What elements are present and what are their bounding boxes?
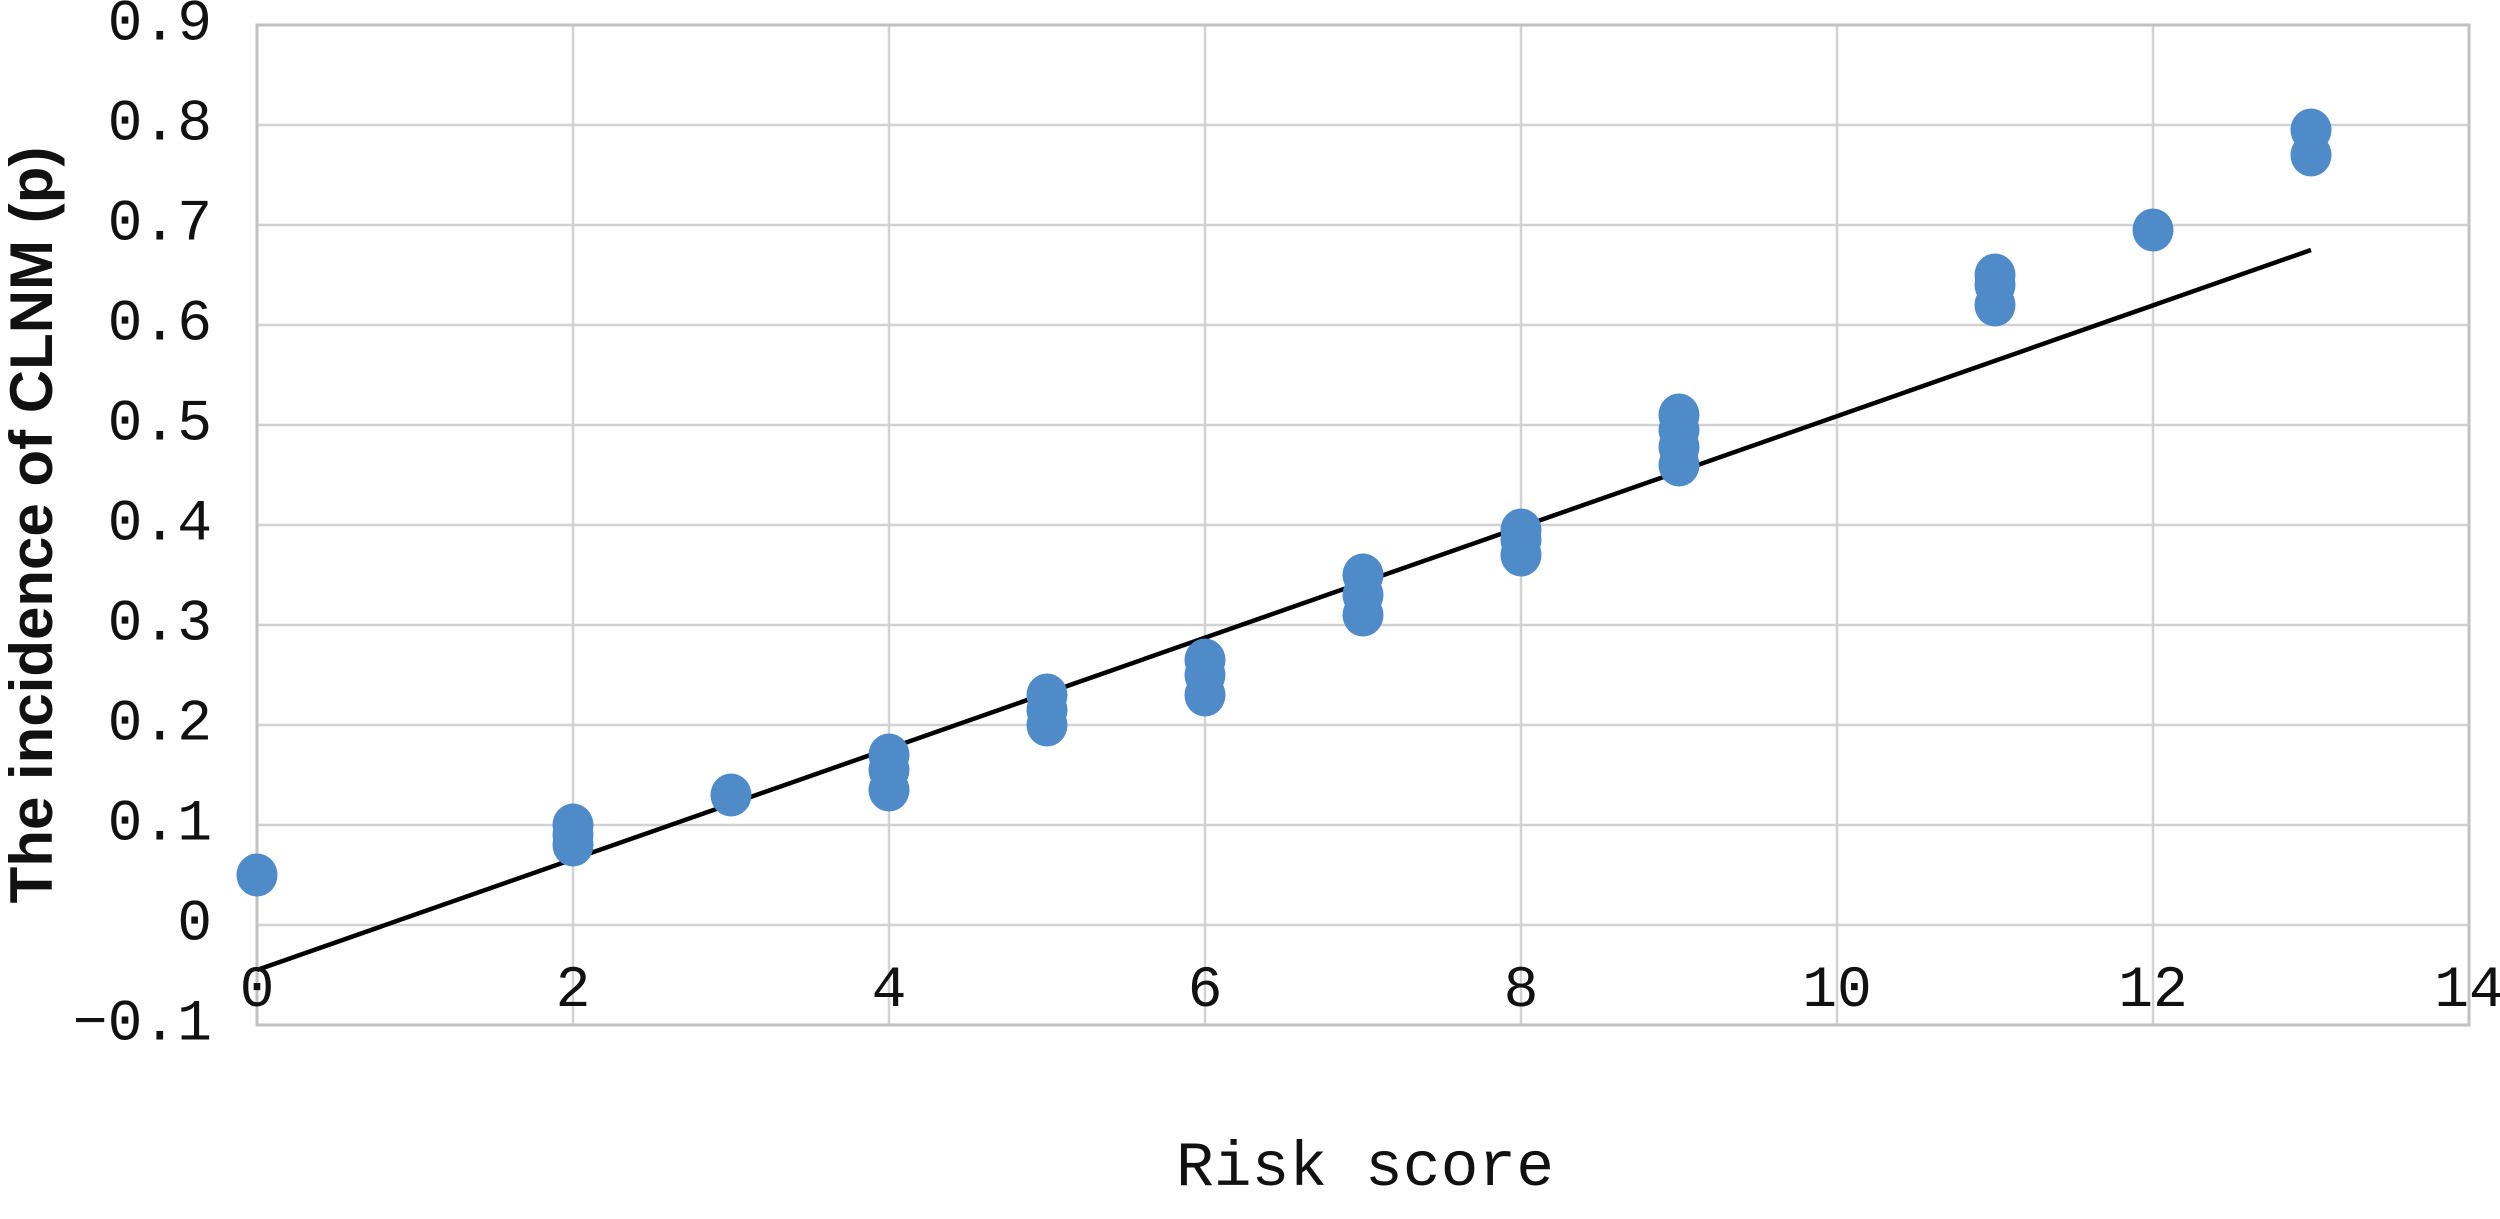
x-tick-label: 6 [1188,959,1223,1024]
x-axis-tick-labels: 0 2 4 6 8 10 12 14 [240,959,2500,1024]
data-point [1026,673,1068,717]
y-tick-label: 0.2 [108,693,212,758]
data-point [1184,638,1226,682]
horizontal-gridlines [257,23,2469,1027]
data-point [552,803,594,847]
data-point [2132,208,2174,252]
y-tick-label: 0.1 [108,793,212,858]
y-tick-label: −0.1 [73,993,212,1058]
y-tick-label: 0.3 [108,593,212,658]
y-tick-label: 0.8 [108,93,212,158]
data-point [2290,108,2332,152]
y-tick-label: 0.9 [108,0,212,58]
x-axis-title: Risk score [1176,1133,1554,1204]
x-tick-label: 0 [240,959,275,1024]
data-point [1658,393,1700,437]
data-point [1342,553,1384,597]
y-tick-label: 0.6 [108,293,212,358]
data-point [236,853,278,897]
x-tick-label: 14 [2434,959,2500,1024]
y-axis-title: The incidence of CLNM (p) [0,147,65,904]
x-tick-label: 2 [556,959,591,1024]
x-tick-label: 10 [1802,959,1872,1024]
data-point [1500,508,1542,552]
x-tick-label: 4 [872,959,907,1024]
data-points [236,108,2332,897]
y-tick-label: 0.4 [108,493,212,558]
y-axis-tick-labels: −0.1 0 0.1 0.2 0.3 0.4 0.5 0.6 0.7 0.8 0.9 [73,0,212,1058]
y-tick-label: 0 [177,893,212,958]
y-tick-label: 0.7 [108,193,212,258]
plot-border [255,23,2471,1027]
data-point [710,773,752,817]
x-tick-label: 8 [1504,959,1539,1024]
trend-line [256,247,2312,973]
data-point [1974,253,2016,297]
x-tick-label: 12 [2118,959,2188,1024]
y-tick-label: 0.5 [108,393,212,458]
data-point [868,733,910,777]
